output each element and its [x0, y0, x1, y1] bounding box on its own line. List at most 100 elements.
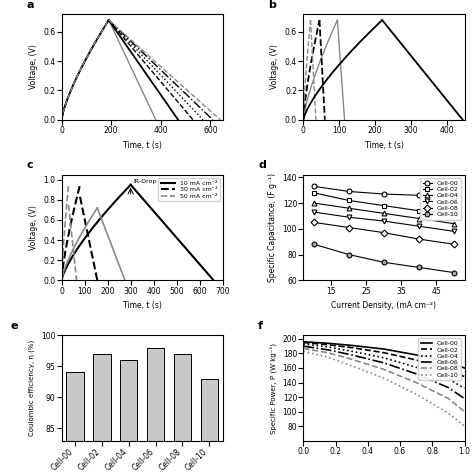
Cell-04 [413, 365, 419, 370]
Cell-04 [451, 221, 457, 227]
Y-axis label: Voltage, (V): Voltage, (V) [271, 45, 280, 90]
Bar [66, 373, 84, 474]
Cell-06 [325, 347, 330, 353]
Line: Cell-04: Cell-04 [303, 344, 465, 388]
Cell-02 [446, 366, 451, 372]
Cell-10 [346, 252, 352, 257]
Cell-06 [346, 214, 352, 220]
Line: Cell-00: Cell-00 [303, 342, 465, 368]
Text: e: e [10, 321, 18, 331]
Cell-02 [462, 374, 467, 380]
X-axis label: Time, t (s): Time, t (s) [123, 141, 162, 150]
Bar [120, 360, 137, 474]
Cell-06 [301, 343, 306, 349]
Cell-08 [413, 380, 419, 385]
Bar [93, 354, 110, 474]
Cell-06 [349, 352, 355, 358]
Cell-02 [301, 340, 306, 346]
Cell-06 [413, 371, 419, 377]
Cell-00 [346, 189, 352, 194]
Cell-06 [381, 360, 387, 366]
Cell-04 [381, 355, 387, 361]
Cell-08 [381, 230, 387, 236]
Bar [147, 347, 164, 474]
Cell-04 [462, 385, 467, 391]
Cell-10 [325, 354, 330, 360]
Line: Cell-04: Cell-04 [311, 201, 456, 226]
Cell-02 [416, 208, 422, 214]
Cell-04 [311, 200, 317, 206]
Y-axis label: Voltage, (V): Voltage, (V) [29, 45, 38, 90]
Cell-00 [446, 359, 451, 365]
Text: f: f [258, 321, 263, 331]
Cell-08 [346, 225, 352, 230]
Line: Cell-10: Cell-10 [311, 242, 456, 275]
Cell-04 [346, 205, 352, 211]
Cell-08 [325, 350, 330, 356]
Cell-08 [301, 346, 306, 351]
Cell-08 [462, 409, 467, 415]
Cell-06 [311, 209, 317, 215]
Cell-04 [349, 348, 355, 354]
Cell-10 [381, 375, 387, 381]
Cell-10 [446, 410, 451, 416]
Bar [201, 379, 218, 474]
Text: c: c [26, 161, 33, 171]
Cell-00 [349, 343, 355, 348]
Cell-04 [446, 376, 451, 382]
Cell-00 [451, 194, 457, 200]
Text: IR-Drop: IR-Drop [133, 179, 156, 184]
Cell-04 [325, 344, 330, 350]
Cell-02 [346, 198, 352, 203]
Line: Cell-08: Cell-08 [311, 220, 456, 246]
Cell-02 [325, 342, 330, 347]
Cell-00 [381, 191, 387, 197]
Cell-10 [381, 259, 387, 265]
Cell-06 [416, 223, 422, 229]
Cell-00 [301, 339, 306, 345]
Cell-00 [325, 340, 330, 346]
X-axis label: Time, t (s): Time, t (s) [365, 141, 403, 150]
Line: Cell-02: Cell-02 [311, 191, 456, 216]
Y-axis label: Specific Power, P (W kg⁻¹): Specific Power, P (W kg⁻¹) [270, 343, 277, 434]
X-axis label: Current Density, (mA cm⁻²): Current Density, (mA cm⁻²) [331, 301, 437, 310]
Cell-10 [413, 392, 419, 397]
Cell-06 [451, 228, 457, 234]
Line: Cell-02: Cell-02 [303, 343, 465, 377]
Cell-02 [451, 210, 457, 216]
Cell-10 [462, 423, 467, 429]
Bar [174, 354, 191, 474]
Legend: Cell-00, Cell-02, Cell-04, Cell-06, Cell-08, Cell-10: Cell-00, Cell-02, Cell-04, Cell-06, Cell… [420, 178, 461, 220]
Legend: Cell-00, Cell-02, Cell-04, Cell-06, Cell-08, Cell-10: Cell-00, Cell-02, Cell-04, Cell-06, Cell… [418, 338, 461, 380]
X-axis label: Time, t (s): Time, t (s) [123, 301, 162, 310]
Cell-02 [381, 203, 387, 209]
Cell-10 [349, 363, 355, 369]
Cell-08 [381, 366, 387, 372]
Cell-04 [416, 216, 422, 221]
Cell-00 [462, 365, 467, 371]
Cell-04 [301, 341, 306, 347]
Y-axis label: Specific Capacitance, (F g⁻¹): Specific Capacitance, (F g⁻¹) [268, 173, 277, 282]
Text: b: b [268, 0, 276, 10]
Y-axis label: Voltage, (V): Voltage, (V) [29, 205, 38, 250]
Cell-00 [381, 346, 387, 352]
Cell-00 [311, 183, 317, 189]
Cell-06 [446, 385, 451, 391]
Cell-00 [416, 192, 422, 198]
Text: a: a [26, 0, 34, 10]
Cell-06 [462, 396, 467, 401]
Line: Cell-06: Cell-06 [303, 346, 465, 399]
Legend: 10 mA cm⁻², 30 mA cm⁻², 50 mA cm⁻²: 10 mA cm⁻², 30 mA cm⁻², 50 mA cm⁻² [158, 178, 219, 201]
Y-axis label: Coulombic efficiency, η (%): Coulombic efficiency, η (%) [29, 340, 36, 436]
Cell-08 [349, 356, 355, 362]
Cell-08 [451, 241, 457, 247]
Cell-00 [413, 352, 419, 358]
Cell-02 [349, 345, 355, 350]
Cell-10 [451, 270, 457, 275]
Text: d: d [258, 161, 266, 171]
Line: Cell-08: Cell-08 [303, 348, 465, 412]
Cell-10 [416, 264, 422, 270]
Line: Cell-00: Cell-00 [311, 184, 456, 199]
Cell-02 [413, 357, 419, 363]
Cell-06 [381, 218, 387, 224]
